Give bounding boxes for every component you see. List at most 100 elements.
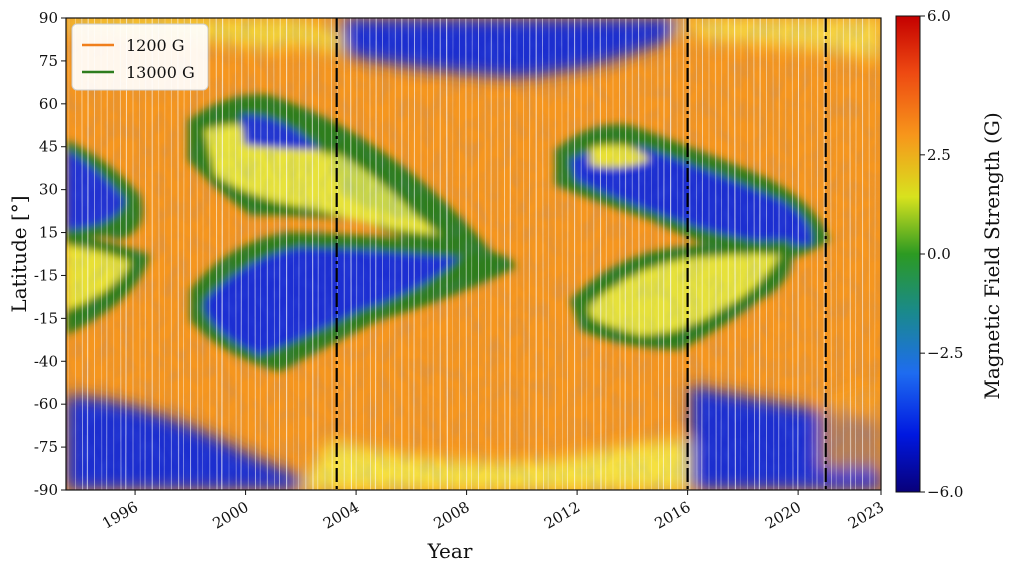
streak-line [259, 18, 262, 490]
rotation-streaks [67, 18, 876, 490]
x-tick-label: 2004 [320, 498, 362, 533]
streak-line [427, 18, 429, 490]
streak-line [753, 18, 756, 490]
streak-line [311, 18, 314, 490]
streak-line [734, 18, 736, 490]
streak-line [407, 18, 410, 490]
streak-line [355, 18, 358, 490]
streak-line [701, 18, 703, 490]
streak-line [874, 18, 876, 490]
streak-line [471, 18, 473, 490]
plot-area [66, 18, 881, 490]
streak-line [503, 18, 506, 490]
streak-line [714, 18, 717, 490]
legend-label-1200: 1200 G [126, 36, 185, 55]
streak-line [523, 18, 525, 490]
streak-line [106, 18, 108, 490]
streak-line [618, 18, 621, 490]
streak-line [835, 18, 838, 490]
streak-line [298, 18, 300, 490]
y-tick-label: 90 [39, 9, 58, 27]
x-axis-ticks: 1996 2000 2004 2008 2012 2016 2020 2023 [99, 490, 887, 533]
y-tick-label: -40 [34, 352, 58, 370]
streak-line [465, 18, 468, 490]
streak-line [791, 18, 794, 490]
x-tick-label: 2000 [210, 498, 252, 533]
streak-line [849, 18, 852, 490]
streak-line [451, 18, 454, 490]
streak-line [528, 18, 531, 490]
streak-line [868, 18, 871, 490]
streak-line [317, 18, 319, 490]
streak-line [509, 18, 512, 490]
streak-line [739, 18, 742, 490]
y-tick-label: -90 [34, 481, 58, 499]
streak-line [599, 18, 602, 490]
y-tick-label: 60 [39, 95, 58, 113]
colorbar: −6.0 −2.5 0.0 2.5 6.0 Magnetic Field Strengt… [895, 7, 1004, 501]
streak-line [221, 18, 224, 490]
x-axis-label: Year [427, 539, 473, 563]
streak-line [772, 18, 775, 490]
streak-line [638, 18, 640, 490]
streak-line [676, 18, 679, 490]
y-tick-label: 45 [39, 138, 58, 156]
colorbar-tick-label: −2.5 [927, 344, 963, 362]
streak-line [830, 18, 832, 490]
y-tick-label: -15 [34, 309, 58, 327]
x-tick-label: 1996 [99, 498, 141, 533]
x-tick-label: 2016 [652, 498, 694, 533]
streak-line [580, 18, 583, 490]
y-tick-label: -60 [34, 395, 58, 413]
colorbar-gradient [895, 15, 921, 493]
colorbar-tick-label: −6.0 [927, 483, 963, 501]
streak-line [567, 18, 569, 490]
streak-line [624, 18, 627, 490]
streak-line [586, 18, 588, 490]
x-tick-label: 2023 [845, 498, 887, 533]
x-tick-label: 2012 [541, 498, 583, 533]
streak-line [816, 18, 819, 490]
y-tick-label: 30 [39, 181, 58, 199]
legend: 1200 G 13000 G [71, 23, 209, 91]
speckle-texture [66, 18, 881, 490]
streak-line [273, 18, 275, 490]
streak-line [490, 18, 492, 490]
streak-line [388, 18, 391, 490]
y-tick-label: 75 [39, 52, 58, 70]
streak-line [605, 18, 607, 490]
streak-line [144, 18, 147, 490]
streak-line [547, 18, 550, 490]
streak-line [394, 18, 396, 490]
streak-line [374, 18, 377, 490]
streak-line [484, 18, 487, 490]
streak-line [561, 18, 563, 490]
streak-line [177, 18, 180, 490]
streak-line [234, 18, 237, 490]
streak-line [695, 18, 698, 490]
streak-line [797, 18, 800, 490]
streak-line [196, 18, 199, 490]
streak-line [119, 18, 122, 490]
streak-line [350, 18, 352, 490]
streak-line [254, 18, 256, 490]
streak-line [202, 18, 204, 490]
legend-box [71, 23, 209, 91]
y-axis-ticks: -90 -75 -60 -40 -15 -15 15 30 45 60 75 90 [34, 9, 66, 499]
streak-line [183, 18, 185, 490]
streak-line [240, 18, 243, 490]
streak-line [163, 18, 166, 490]
streak-line [369, 18, 372, 490]
streak-line [855, 18, 857, 490]
streak-line [413, 18, 416, 490]
streak-line [330, 18, 333, 490]
streak-line [100, 18, 103, 490]
streak-line [125, 18, 128, 490]
streak-line [158, 18, 160, 490]
streak-line [778, 18, 780, 490]
x-tick-label: 2008 [431, 498, 473, 533]
streak-line [81, 18, 84, 490]
y-tick-label: -15 [34, 266, 58, 284]
streak-line [811, 18, 813, 490]
